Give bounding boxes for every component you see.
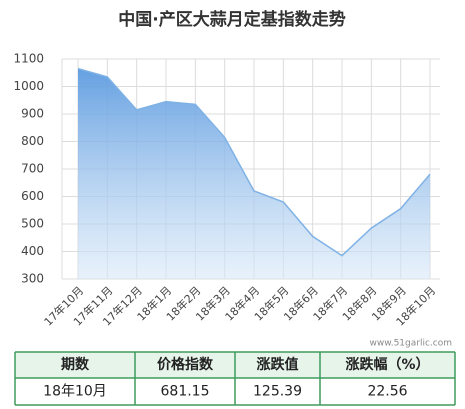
line	[77, 67, 431, 257]
y-tick-label: 1100	[13, 52, 44, 66]
area	[78, 68, 430, 279]
y-tick-label: 700	[21, 162, 44, 176]
table-header: 期数	[61, 356, 90, 373]
table-header: 涨跌幅（%）	[345, 356, 429, 373]
chart-title: 中国·产区大蒜月定基指数走势	[118, 9, 345, 30]
y-tick-label: 600	[21, 189, 44, 203]
watermark: www.51garlic.com	[369, 339, 452, 349]
y-tick-label: 300	[21, 272, 44, 286]
y-tick-label: 1000	[13, 79, 44, 93]
table-cell: 681.15	[161, 384, 210, 400]
y-tick-label: 500	[21, 217, 44, 231]
y-tick-label: 900	[21, 107, 44, 121]
table-cell: 22.56	[367, 384, 407, 400]
y-tick-label: 800	[21, 134, 44, 148]
y-tick-label: 400	[21, 244, 44, 258]
table-cell: 125.39	[253, 384, 302, 400]
table-header: 价格指数	[157, 356, 214, 373]
table-header: 涨跌值	[257, 356, 299, 373]
table-cell: 18年10月	[43, 384, 107, 400]
